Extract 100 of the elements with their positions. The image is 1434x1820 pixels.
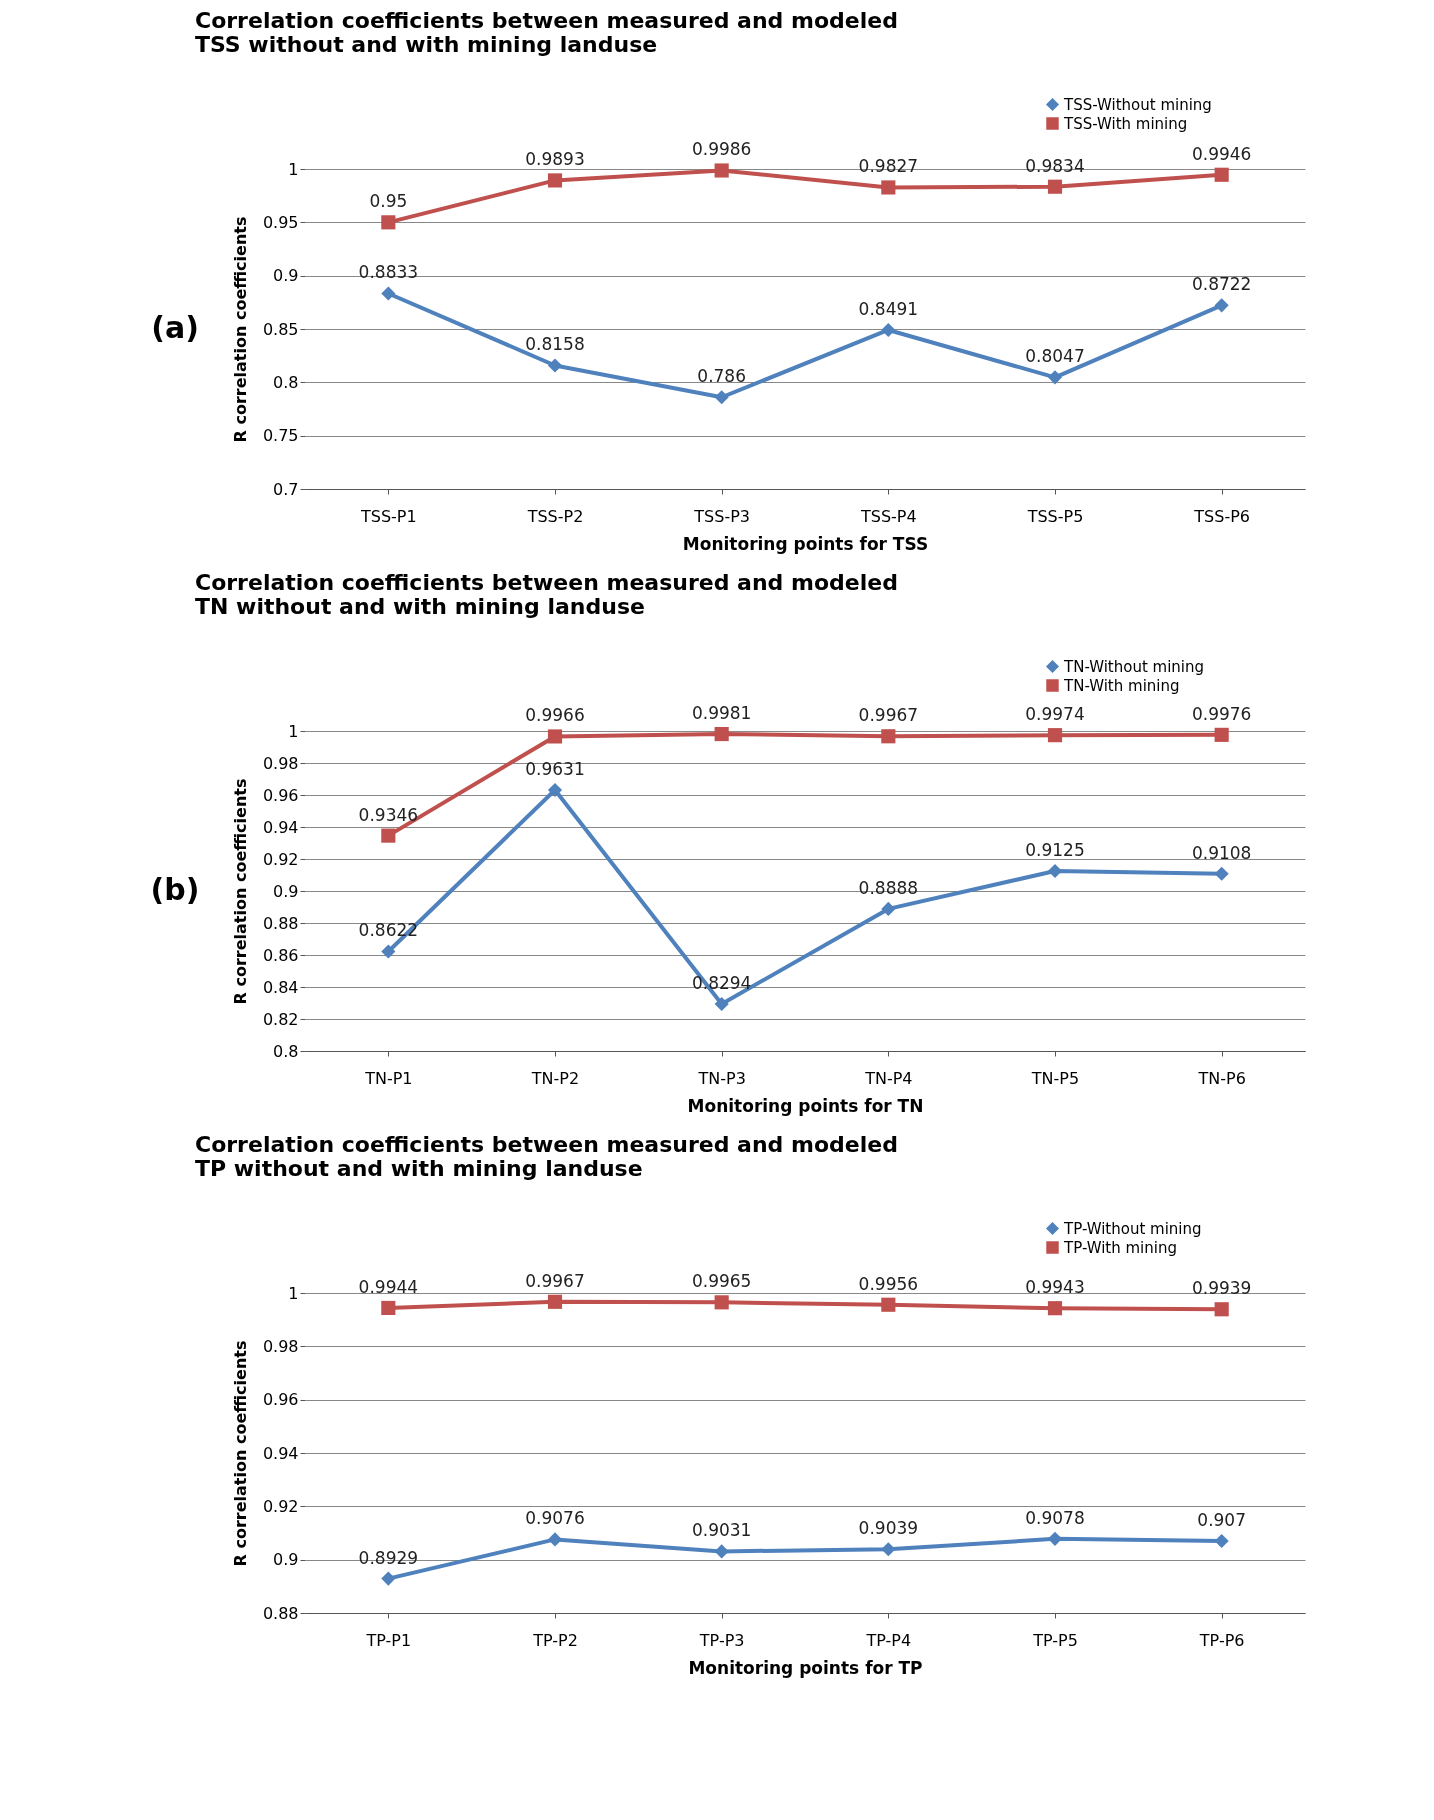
- point: [381, 944, 396, 959]
- y-tick-label: 1: [288, 1283, 299, 1303]
- y-tick-label: 0.92: [262, 1496, 299, 1516]
- point: [1047, 1531, 1063, 1546]
- data-label: 0.9631: [525, 759, 585, 780]
- y-tick-label: 0.94: [262, 817, 299, 837]
- data-label: 0.9078: [1025, 1507, 1085, 1528]
- point: [881, 1297, 896, 1312]
- x-axis-title: Monitoring points for TSS: [682, 533, 929, 554]
- y-axis-title: R correlation coefficients: [230, 1340, 250, 1567]
- chart-title: Correlation coefficients between measured and modeled TN without and with mining landuse: [195, 570, 898, 619]
- point: [714, 163, 729, 178]
- legend-label: TP-Without mining: [1063, 1219, 1202, 1238]
- point: [1214, 727, 1229, 742]
- point: [714, 996, 729, 1012]
- y-axis-title: R correlation coefficients: [230, 778, 250, 1005]
- data-label: 0.9946: [1191, 143, 1252, 164]
- point: [381, 215, 396, 230]
- data-label: 0.8491: [858, 298, 919, 319]
- y-tick-label: 1: [288, 159, 299, 179]
- y-tick-label: 0.8: [273, 372, 299, 392]
- chart-title: Correlation coefficients between measured and modeled TSS without and with mining landuse: [195, 8, 898, 57]
- point: [547, 173, 563, 188]
- y-tick-label: 0.82: [262, 1009, 299, 1029]
- point: [381, 828, 396, 843]
- data-label: 0.9986: [691, 139, 752, 160]
- x-tick-label: TN-P3: [697, 1068, 746, 1088]
- x-tick-label: TN-P5: [1030, 1068, 1080, 1088]
- y-tick-label: 0.8: [273, 1041, 299, 1061]
- point: [1214, 167, 1229, 182]
- point: [1047, 1301, 1063, 1316]
- legend-label: TSS-With mining: [1063, 114, 1188, 133]
- point: [1214, 866, 1229, 881]
- y-tick-label: 0.7: [273, 479, 299, 499]
- y-tick-label: 0.96: [262, 1390, 299, 1410]
- data-label: 0.8047: [1025, 346, 1085, 367]
- x-axis-title: Monitoring points for TN: [687, 1095, 924, 1116]
- x-tick-label: TN-P4: [864, 1068, 913, 1088]
- point: [881, 180, 896, 195]
- point: [714, 726, 729, 742]
- data-label: 0.8929: [358, 1547, 419, 1568]
- point: [1214, 1302, 1229, 1317]
- x-tick-label: TN-P6: [1197, 1068, 1246, 1088]
- y-tick-label: 0.85: [262, 319, 299, 339]
- point: [1047, 728, 1063, 743]
- x-tick-label: TSS-P1: [359, 506, 417, 526]
- point: [881, 322, 896, 338]
- point: [714, 1295, 729, 1310]
- legend-label: TN-With mining: [1063, 676, 1180, 695]
- data-label: 0.9981: [691, 703, 752, 724]
- y-tick-label: 0.75: [262, 426, 299, 446]
- x-tick-label: TN-P1: [364, 1068, 413, 1088]
- x-tick-label: TSS-P3: [693, 506, 751, 526]
- x-tick-label: TP-P2: [532, 1630, 578, 1650]
- x-tick-label: TP-P6: [1198, 1630, 1245, 1650]
- text: (b): [150, 872, 200, 907]
- y-tick-label: 0.95: [262, 212, 299, 232]
- data-label: 0.8833: [358, 262, 419, 283]
- x-tick-label: TP-P1: [365, 1630, 412, 1650]
- data-label: 0.9834: [1025, 155, 1085, 176]
- x-tick-label: TP-P5: [1032, 1630, 1078, 1650]
- x-tick-label: TP-P4: [865, 1630, 912, 1650]
- x-tick-label: TSS-P5: [1026, 506, 1084, 526]
- y-tick-label: 0.9: [273, 266, 299, 286]
- data-label: 0.9943: [1025, 1277, 1085, 1298]
- chart-title: Correlation coefficients between measured and modeled TP without and with mining landuse: [195, 1132, 898, 1181]
- data-label: 0.9893: [525, 149, 585, 170]
- data-label: 0.9125: [1025, 840, 1085, 860]
- y-tick-label: 0.84: [262, 977, 299, 997]
- data-label: 0.8158: [525, 334, 585, 355]
- point: [1214, 1533, 1229, 1549]
- point: [881, 901, 896, 916]
- x-tick-label: TSS-P4: [859, 506, 917, 526]
- point: [1214, 298, 1229, 313]
- x-tick-label: TSS-P6: [1193, 506, 1251, 526]
- data-label: 0.9108: [1191, 842, 1252, 863]
- point: [1047, 863, 1063, 879]
- data-label: 0.9966: [525, 705, 585, 726]
- point: [381, 286, 396, 301]
- data-label: 0.9967: [858, 705, 919, 726]
- data-label: 0.9974: [1025, 704, 1085, 725]
- point: [547, 1532, 563, 1547]
- x-axis-title: Monitoring points for TP: [688, 1657, 923, 1678]
- y-tick-label: 1: [288, 721, 299, 741]
- point: [381, 1300, 396, 1315]
- data-label: 0.9346: [358, 804, 419, 825]
- data-label: 0.9976: [1191, 703, 1252, 724]
- point: [381, 1571, 396, 1586]
- x-tick-label: TN-P2: [530, 1068, 580, 1088]
- point: [714, 390, 729, 405]
- text: (a): [151, 310, 199, 345]
- y-axis-title: R correlation coefficients: [230, 216, 250, 443]
- data-label: 0.907: [1197, 1510, 1246, 1530]
- x-tick-label: TSS-P2: [526, 506, 584, 526]
- data-label: 0.9965: [691, 1271, 752, 1292]
- y-tick-label: 0.98: [262, 753, 299, 773]
- legend-label: TP-With mining: [1063, 1238, 1177, 1257]
- data-label: 0.9956: [858, 1273, 919, 1294]
- point: [881, 729, 896, 744]
- point: [547, 1294, 563, 1309]
